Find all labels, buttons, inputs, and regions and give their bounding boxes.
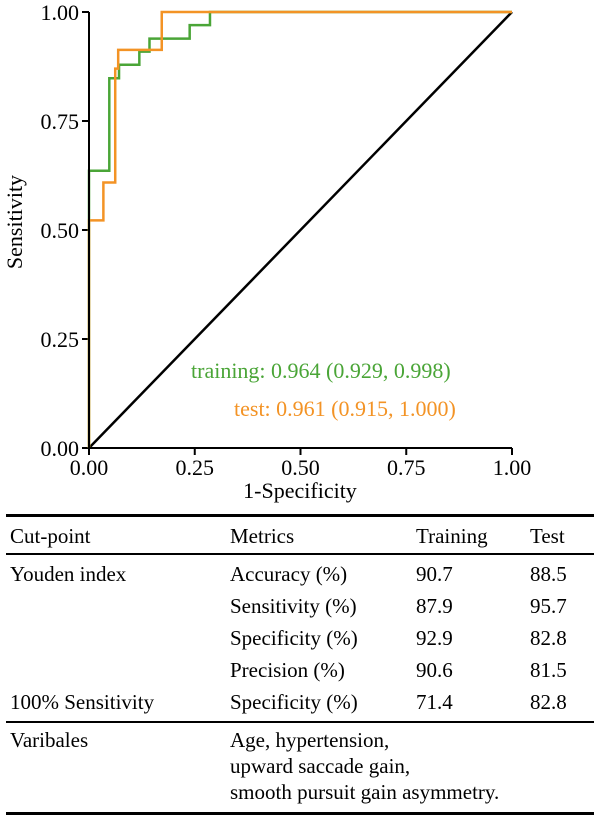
y-tick-label: 0.75 [41, 109, 80, 134]
cell-metric: Precision (%) [230, 658, 345, 682]
x-tick-label: 1.00 [493, 455, 532, 480]
series-line-test [87, 10, 512, 448]
header-test: Test [530, 524, 565, 548]
x-tick-label: 0.75 [387, 455, 426, 480]
variables-line: smooth pursuit gain asymmetry. [230, 780, 500, 804]
cell-test: 82.8 [530, 626, 567, 650]
header-metrics: Metrics [230, 524, 295, 548]
cell-cut-point: Youden index [10, 562, 127, 586]
table-variables-rule [6, 721, 594, 723]
y-tick-label: 0.00 [41, 436, 80, 461]
cell-test: 82.8 [530, 690, 567, 714]
x-tick-label: 0.25 [176, 455, 215, 480]
cell-training: 92.9 [416, 626, 453, 650]
legend-test: test: 0.961 (0.915, 1.000) [234, 396, 456, 421]
header-cut-point: Cut-point [10, 524, 91, 548]
x-tick-label: 0.00 [70, 455, 109, 480]
table-bottom-rule [6, 812, 594, 815]
cell-test: 95.7 [530, 594, 567, 618]
cell-training: 90.6 [416, 658, 453, 682]
cell-test: 88.5 [530, 562, 567, 586]
cell-training: 87.9 [416, 594, 453, 618]
roc-chart: 0.00 0.25 0.50 0.75 1.00 0.00 0.25 0.50 0.75 1.0… [2, 0, 532, 503]
x-axis-ticks: 0.00 0.25 0.50 0.75 1.00 [70, 448, 532, 480]
y-axis-ticks: 0.00 0.25 0.50 0.75 1.00 [41, 0, 89, 461]
y-tick-label: 0.25 [41, 327, 80, 352]
y-tick-label: 0.50 [41, 218, 80, 243]
variables-line: upward saccade gain, [230, 754, 411, 778]
table-header-rule [6, 553, 594, 555]
cell-metric: Specificity (%) [230, 690, 358, 714]
y-axis-label: Sensitivity [2, 175, 27, 269]
variables-line: Age, hypertension, [230, 728, 390, 752]
cell-training: 90.7 [416, 562, 453, 586]
series-line-training [87, 10, 512, 448]
series-lines [87, 10, 513, 449]
header-training: Training [416, 524, 488, 548]
cell-test: 81.5 [530, 658, 567, 682]
legend-training: training: 0.964 (0.929, 0.998) [191, 358, 451, 383]
reference-diagonal-line [88, 11, 513, 449]
variables-label: Varibales [10, 728, 89, 752]
cell-metric: Sensitivity (%) [230, 594, 357, 618]
y-tick-label: 1.00 [41, 0, 80, 25]
table-top-rule [6, 514, 594, 517]
cell-cut-point: 100% Sensitivity [10, 690, 155, 714]
x-axis-label: 1-Specificity [243, 478, 357, 503]
cell-metric: Specificity (%) [230, 626, 358, 650]
x-tick-label: 0.50 [281, 455, 320, 480]
cell-training: 71.4 [416, 690, 453, 714]
cell-metric: Accuracy (%) [230, 562, 348, 586]
